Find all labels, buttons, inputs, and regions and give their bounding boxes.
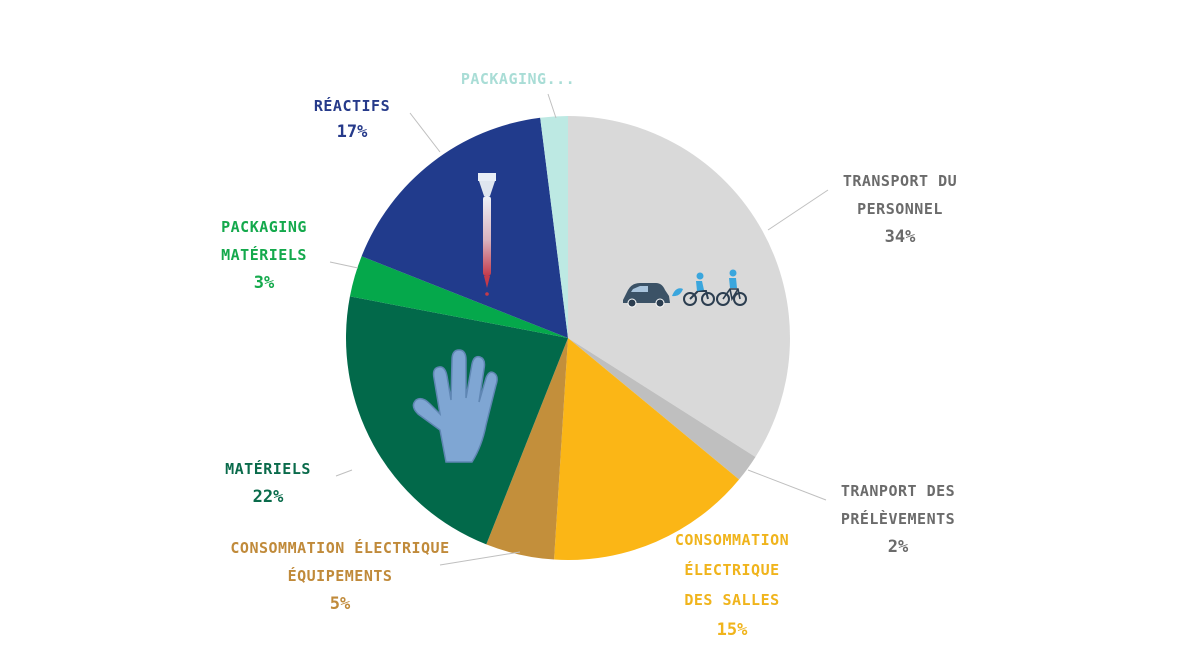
slice-labels: TRANSPORT DU PERSONNEL 34% TRANPORT DES PRÉL… bbox=[221, 70, 957, 640]
slice-label-line: RÉACTIFS bbox=[314, 96, 390, 115]
leader-lines bbox=[329, 93, 829, 566]
slice-label-line: ÉQUIPEMENTS bbox=[288, 566, 393, 585]
leader-line bbox=[409, 112, 441, 153]
pie-slice bbox=[568, 338, 756, 480]
slice-label-line: MATÉRIELS bbox=[221, 245, 307, 264]
slice-label: CONSOMMATION ÉLECTRIQUE ÉQUIPEMENTS 5% bbox=[230, 538, 449, 614]
pie-slice bbox=[554, 338, 740, 560]
slice-label-line: CONSOMMATION ÉLECTRIQUE bbox=[230, 538, 449, 557]
slice-label-line: TRANPORT DES bbox=[841, 482, 955, 500]
slice-percent: 15% bbox=[717, 620, 748, 640]
slice-percent: 2% bbox=[888, 537, 909, 557]
slice-label: MATÉRIELS 22% bbox=[225, 459, 311, 507]
slice-percent: 3% bbox=[254, 273, 275, 293]
slice-label-line: MATÉRIELS bbox=[225, 459, 311, 478]
pie-slice bbox=[486, 338, 568, 560]
leader-line bbox=[335, 469, 353, 477]
slice-label-line: ÉLECTRIQUE bbox=[684, 560, 779, 579]
slice-percent: 17% bbox=[337, 122, 368, 142]
slice-label-line: PRÉLÈVEMENTS bbox=[841, 509, 955, 528]
slice-label: TRANSPORT DU PERSONNEL 34% bbox=[843, 172, 957, 247]
slice-label: CONSOMMATION ÉLECTRIQUE DES SALLES 15% bbox=[675, 531, 789, 640]
leader-line bbox=[767, 189, 829, 231]
leader-line bbox=[329, 261, 359, 269]
pie-slice bbox=[540, 116, 568, 338]
car-motorbike-bicycle-icon bbox=[623, 269, 747, 308]
glove-icon bbox=[412, 349, 498, 463]
slice-label: RÉACTIFS 17% bbox=[314, 96, 390, 142]
pie-slice bbox=[349, 256, 568, 338]
slice-label-line: PACKAGING... bbox=[461, 70, 575, 88]
slice-label-line: TRANSPORT DU bbox=[843, 172, 957, 190]
slice-label-line: CONSOMMATION bbox=[675, 531, 789, 549]
pie-slices bbox=[345, 116, 790, 560]
slice-label-line: PERSONNEL bbox=[857, 200, 943, 218]
pie-slice bbox=[361, 117, 568, 338]
slice-percent: 5% bbox=[330, 594, 351, 614]
leader-line bbox=[439, 551, 521, 566]
slice-label: PACKAGING... bbox=[461, 70, 575, 88]
slice-label-line: PACKAGING bbox=[221, 218, 307, 236]
pie-slice bbox=[568, 116, 790, 457]
slice-label: TRANPORT DES PRÉLÈVEMENTS 2% bbox=[841, 482, 955, 557]
leader-line bbox=[747, 469, 827, 501]
slice-percent: 34% bbox=[885, 227, 916, 247]
slice-label: PACKAGING MATÉRIELS 3% bbox=[221, 218, 307, 293]
pipette-icon bbox=[478, 173, 496, 296]
leader-line bbox=[547, 93, 557, 119]
slice-percent: 22% bbox=[253, 487, 284, 507]
slice-label-line: DES SALLES bbox=[684, 591, 779, 609]
